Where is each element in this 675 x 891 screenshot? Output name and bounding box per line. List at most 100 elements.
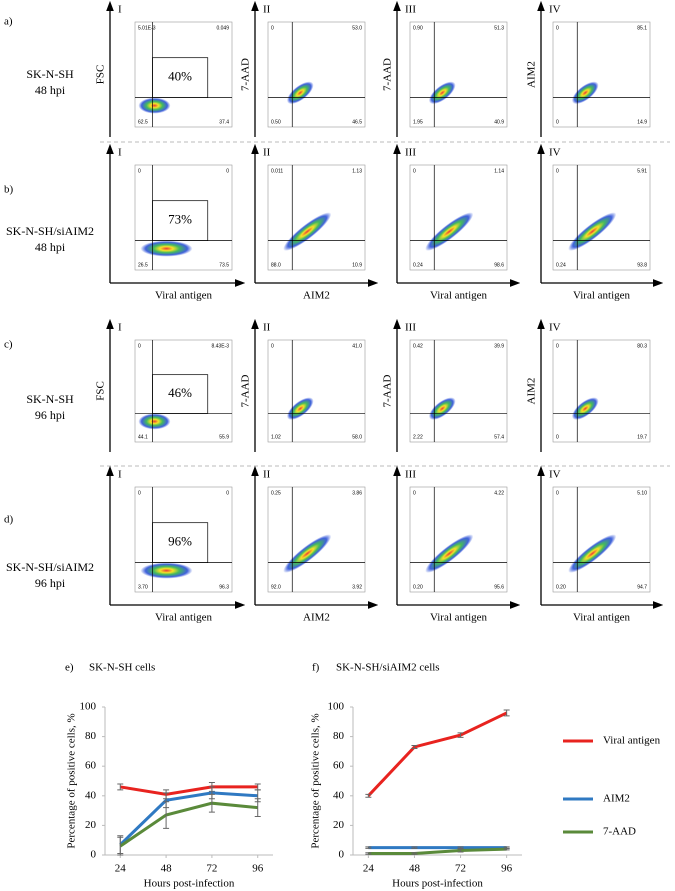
x-axis-label: Hours post-infection: [392, 878, 483, 890]
panel-label: c): [4, 339, 13, 351]
quadrant-value: 0: [556, 490, 559, 496]
series-line: [120, 785, 258, 796]
quadrant-value: 62.5: [138, 119, 148, 125]
quadrant-value: 57.4: [494, 434, 504, 440]
plot-frame: [267, 21, 366, 128]
quadrant-value: 51.3: [494, 25, 504, 31]
plot-frame: [552, 486, 651, 593]
x-axis-label: Hours post-infection: [144, 878, 235, 890]
x-tick-label: 48: [409, 863, 421, 875]
x-tick-label: 48: [161, 863, 173, 875]
plot-numeral: III: [405, 469, 416, 481]
plot-frame: [552, 339, 651, 443]
x-axis-label: Viral antigen: [430, 290, 488, 302]
quadrant-value: 0: [271, 343, 274, 349]
density-cloud: [283, 212, 332, 251]
quadrant-value: 73.5: [219, 262, 229, 268]
y-axis-label: 7-AAD: [382, 58, 394, 91]
y-axis-label: Percentage of positive cells, %: [66, 713, 78, 848]
x-axis-label: AIM2: [303, 612, 330, 624]
quadrant-value: 0.25: [271, 490, 281, 496]
x-tick-label: 72: [455, 863, 466, 875]
quadrant-value: 46.5: [352, 119, 362, 125]
quadrant-value: 0: [271, 25, 274, 31]
error-bar: [365, 846, 372, 849]
quadrant-value: 0.20: [556, 584, 566, 590]
plot-frame: [267, 164, 366, 271]
x-axis-label: Viral antigen: [573, 290, 631, 302]
density-cloud: [571, 397, 599, 420]
quadrant-value: 4.22: [494, 490, 504, 496]
y-tick-label: 60: [85, 760, 97, 772]
panel-label: f): [312, 662, 320, 674]
quadrant-value: 0.20: [413, 584, 423, 590]
quadrant-value: 0.42: [413, 343, 423, 349]
series-line: [368, 847, 507, 856]
quadrant-value: 26.5: [138, 262, 148, 268]
quadrant-value: 0: [138, 490, 141, 496]
quadrant-value: 85.1: [637, 25, 647, 31]
error-bar: [503, 847, 510, 851]
quadrant-value: 1.14: [494, 168, 504, 174]
plot-numeral: II: [263, 322, 271, 334]
quadrant-value: 41.0: [352, 343, 362, 349]
quadrant-value: 53.0: [352, 25, 362, 31]
time-point: 96 hpi: [35, 408, 66, 422]
quadrant-value: 3.92: [352, 584, 362, 590]
quadrant-value: 3.70: [138, 584, 148, 590]
y-axis-label: AIM2: [526, 61, 538, 88]
legend-label: 7-AAD: [603, 826, 636, 838]
quadrant-value: 3.86: [352, 490, 362, 496]
x-axis-label: Viral antigen: [155, 290, 213, 302]
error-bar: [411, 846, 418, 849]
quadrant-value: 0: [413, 490, 416, 496]
quadrant-value: 8.43E-3: [211, 343, 229, 349]
legend-label: Viral antigen: [603, 735, 661, 747]
error-bar: [208, 793, 215, 813]
chart-title: SK-N-SH/siAIM2 cells: [336, 662, 440, 674]
density-cloud: [140, 240, 193, 257]
density-cloud: [425, 534, 474, 573]
quadrant-value: 1.13: [352, 168, 362, 174]
plot-numeral: I: [118, 322, 122, 334]
quadrant-value: 0.049: [216, 25, 229, 31]
time-point: 48 hpi: [35, 240, 66, 254]
density-cloud: [138, 413, 171, 430]
density-cloud: [425, 212, 474, 251]
density-cloud: [428, 397, 456, 420]
quadrant-value: 55.9: [219, 434, 229, 440]
x-axis-label: AIM2: [303, 290, 330, 302]
series-line: [367, 711, 508, 797]
error-bar: [254, 798, 261, 818]
plot-numeral: IV: [549, 322, 561, 334]
density-cloud: [428, 81, 456, 105]
quadrant-value: 94.7: [637, 584, 647, 590]
gate: [152, 374, 209, 414]
gate: [152, 57, 209, 98]
sample-name: SK-N-SH/siAIM2: [6, 560, 94, 574]
plot-frame: [409, 486, 508, 593]
quadrant-value: 0: [556, 434, 559, 440]
quadrant-value: 0: [413, 168, 416, 174]
plot-numeral: IV: [549, 147, 561, 159]
x-tick-label: 96: [501, 863, 513, 875]
density-cloud: [286, 81, 314, 105]
quadrant-value: 0.24: [413, 262, 423, 268]
time-point: 96 hpi: [35, 576, 66, 590]
y-tick-label: 20: [85, 819, 97, 831]
chart-title: SK-N-SH cells: [89, 662, 155, 674]
y-tick-label: 40: [85, 789, 97, 801]
quadrant-value: 58.0: [352, 434, 362, 440]
plot-frame: [134, 486, 233, 593]
quadrant-value: 0: [138, 168, 141, 174]
density-cloud: [571, 81, 599, 105]
y-axis-label: FSC: [95, 65, 107, 85]
quadrant-value: 1.95: [413, 119, 423, 125]
gate: [152, 200, 209, 241]
plot-numeral: IV: [549, 469, 561, 481]
plot-numeral: III: [405, 4, 416, 16]
plot-frame: [267, 486, 366, 593]
y-axis-label: 7-AAD: [240, 374, 252, 407]
quadrant-value: 0: [556, 168, 559, 174]
plot-numeral: II: [263, 4, 271, 16]
